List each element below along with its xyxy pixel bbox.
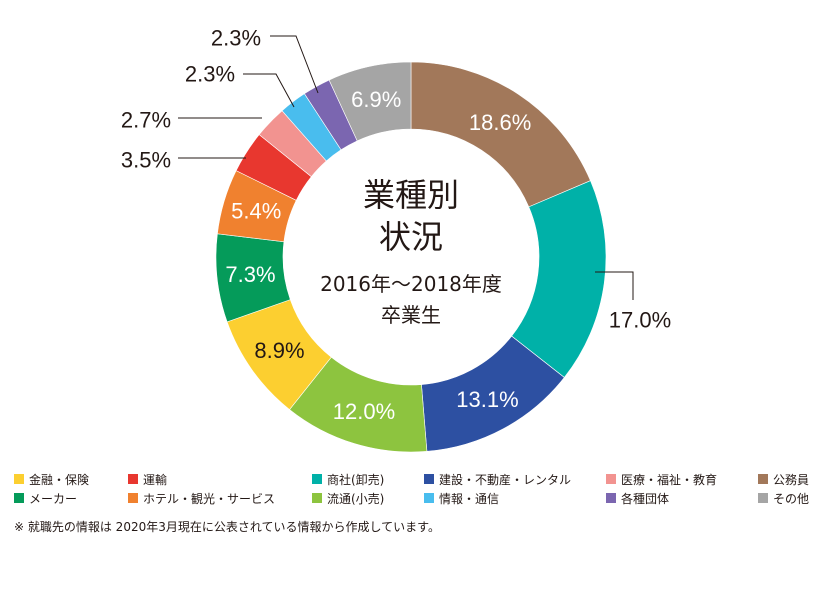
leader-line-10	[243, 73, 295, 108]
legend-label: 建設・不動産・レンタル	[439, 472, 572, 487]
slice-labels: 18.6% 17.0% 13.1% 12.0% 8.9% 7.3% 5.4% 3.5% 2.7%…	[121, 26, 671, 425]
center-title-line-1: 業種別	[363, 176, 459, 214]
slice-label-1: 18.6%	[469, 110, 531, 135]
slice-label-5: 8.9%	[254, 338, 304, 363]
legend-label: 運輸	[143, 472, 168, 487]
legend-label: 各種団体	[621, 491, 670, 506]
legend-item: 各種団体	[606, 489, 669, 507]
legend-label: 公務員	[773, 472, 810, 487]
legend-label: 流通(小売)	[327, 491, 385, 506]
legend-label: 情報・通信	[439, 491, 500, 506]
legend-swatch	[14, 493, 24, 503]
legend-label: 金融・保険	[29, 472, 90, 487]
legend-item: 情報・通信	[424, 489, 499, 507]
slice-label-6: 7.3%	[225, 262, 275, 287]
legend-item: 商社(卸売)	[312, 470, 384, 488]
legend-item: その他	[758, 489, 809, 507]
center-subtitle-line-1: 2016年〜2018年度	[320, 272, 502, 296]
footnote: ※ 就職先の情報は 2020年3月現在に公表されている情報から作成しています。	[14, 520, 440, 534]
legend-item: 公務員	[758, 470, 809, 488]
legend-swatch	[758, 474, 768, 484]
legend-label: ホテル・観光・サービス	[143, 491, 276, 506]
legend-swatch	[312, 493, 322, 503]
legend-item: ホテル・観光・サービス	[128, 489, 275, 507]
legend-item: メーカー	[14, 489, 77, 507]
legend-label: メーカー	[29, 491, 78, 506]
legend-swatch	[128, 493, 138, 503]
slice-label-7: 5.4%	[231, 198, 281, 223]
legend-label: 医療・福祉・教育	[621, 472, 718, 487]
legend-swatch	[128, 474, 138, 484]
leader-lines	[178, 35, 634, 300]
slice-label-8: 3.5%	[121, 148, 171, 173]
legend-label: 商社(卸売)	[327, 472, 385, 487]
legend-item: 流通(小売)	[312, 489, 384, 507]
legend-swatch	[14, 474, 24, 484]
slice-label-4: 12.0%	[333, 399, 395, 424]
legend-item: 医療・福祉・教育	[606, 470, 717, 488]
slice-12	[328, 61, 412, 142]
legend-swatch	[424, 493, 434, 503]
slice-label-2: 17.0%	[609, 308, 671, 333]
center-subtitle-line-2: 卒業生	[381, 303, 441, 327]
legend-swatch	[606, 493, 616, 503]
donut-slices	[215, 61, 607, 453]
legend-swatch	[312, 474, 322, 484]
slice-label-10: 2.3%	[185, 62, 235, 87]
legend: 金融・保険 運輸 商社(卸売) 建設・不動産・レンタル 医療・福祉・教育 公務員メーカー ホ…	[14, 470, 814, 510]
center-title-line-2: 状況	[379, 218, 443, 256]
slice-label-3: 13.1%	[456, 387, 518, 412]
slice-label-11: 2.3%	[211, 26, 261, 51]
legend-swatch	[606, 474, 616, 484]
legend-item: 金融・保険	[14, 470, 89, 488]
leader-line-11	[270, 35, 319, 94]
slice-label-9: 2.7%	[121, 108, 171, 133]
legend-swatch	[424, 474, 434, 484]
legend-label: その他	[773, 491, 810, 506]
slice-label-12: 6.9%	[351, 87, 401, 112]
legend-item: 運輸	[128, 470, 167, 488]
legend-item: 建設・不動産・レンタル	[424, 470, 571, 488]
legend-swatch	[758, 493, 768, 503]
leader-line-2	[595, 271, 634, 300]
